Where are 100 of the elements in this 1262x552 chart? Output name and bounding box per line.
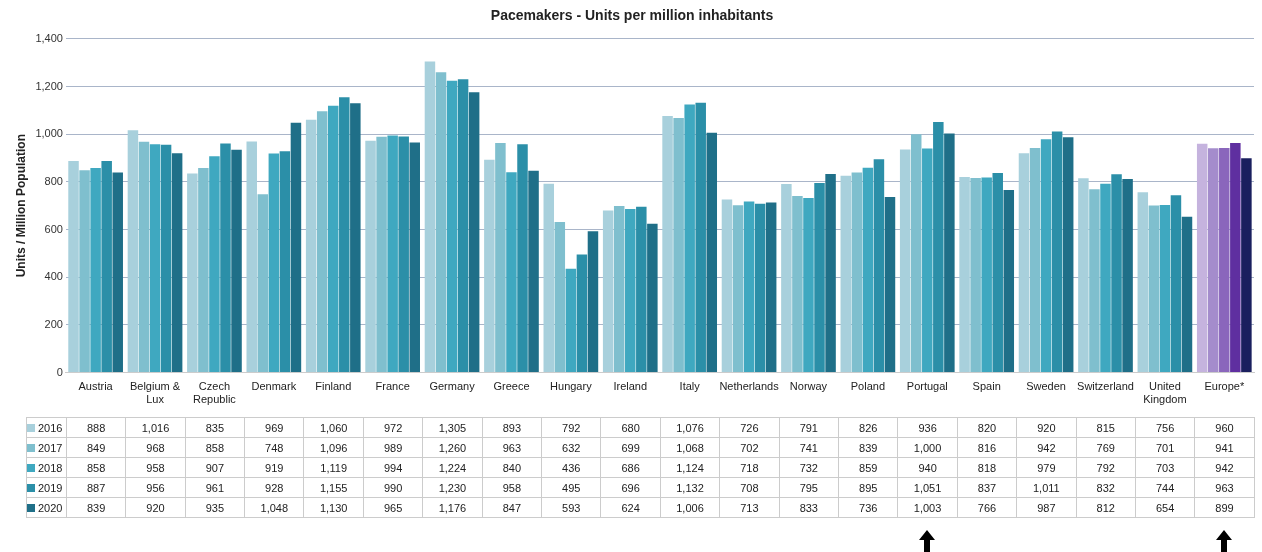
data-label: 703 [1135,457,1195,478]
data-label: 713 [719,497,780,518]
data-label: 849 [66,437,126,458]
y-tick-label: 800 [44,174,63,187]
data-label: 1,155 [303,477,364,498]
bar [647,223,658,373]
bar [1159,204,1171,373]
data-label: 936 [897,417,958,438]
data-label: 1,051 [897,477,958,498]
data-label: 839 [66,497,126,518]
data-label: 818 [957,457,1017,478]
data-label: 726 [719,417,780,438]
bar [365,140,376,373]
data-label: 833 [779,497,839,518]
data-label: 847 [482,497,542,518]
data-label: 1,068 [660,437,720,458]
bar [246,141,257,373]
data-label: 701 [1135,437,1195,458]
bar [721,199,733,373]
bar [1111,174,1122,373]
data-label: 1,260 [422,437,483,458]
bar [257,194,269,373]
bar [101,161,112,373]
data-label: 756 [1135,417,1195,438]
data-label: 968 [125,437,186,458]
data-label: 1,124 [660,457,720,478]
bar [662,116,673,373]
bar [981,177,992,373]
x-tick-label: Sweden [1026,380,1066,393]
data-label: 935 [185,497,245,518]
data-label: 920 [1016,417,1077,438]
data-label: 920 [125,497,186,518]
bar [1089,189,1100,373]
data-label: 958 [125,457,186,478]
data-label: 436 [541,457,601,478]
bar [220,143,231,373]
data-label: 736 [838,497,898,518]
data-label: 1,305 [422,417,483,438]
x-tick-label: Poland [850,380,886,393]
data-label: 840 [482,457,542,478]
bar [457,79,469,373]
bar [636,206,647,373]
data-label: 1,096 [303,437,364,458]
bar [149,144,161,373]
data-label: 686 [600,457,661,478]
data-label: 1,230 [422,477,483,498]
data-label: 1,006 [660,497,720,518]
y-axis-title: Units / Million Population [13,134,28,278]
data-label: 820 [957,417,1017,438]
bar [970,178,981,373]
bar [933,122,944,373]
bar [792,195,803,373]
data-label: 680 [600,417,661,438]
x-tick-label: Portugal [906,380,948,393]
x-tick-label: Germany [429,380,476,393]
data-label: 859 [838,457,898,478]
bar [1148,205,1160,373]
data-label: 1,176 [422,497,483,518]
bar [517,144,528,373]
legend-label: 2016 [26,417,67,438]
bar [187,173,198,373]
data-label: 741 [779,437,839,458]
bar [90,168,101,373]
bar [1040,139,1052,373]
x-tick-label: Italy [679,380,701,393]
data-label: 1,076 [660,417,720,438]
bar [1170,195,1182,373]
data-label: 928 [244,477,304,498]
data-label: 858 [185,437,245,458]
data-label: 696 [600,477,661,498]
bar [398,136,409,373]
bar [468,92,480,373]
data-label: 979 [1016,457,1077,478]
bar [992,173,1003,373]
bar [899,149,911,373]
data-label: 942 [1016,437,1077,458]
y-tick-label: 400 [44,270,63,283]
bar [732,205,744,373]
data-label: 732 [779,457,839,478]
data-label: 958 [482,477,542,498]
bar [290,122,302,373]
data-label: 816 [957,437,1017,458]
data-label: 593 [541,497,601,518]
data-label: 888 [66,417,126,438]
bar [1181,216,1193,373]
data-label: 654 [1135,497,1195,518]
data-label: 858 [66,457,126,478]
data-label: 1,011 [1016,477,1077,498]
data-label: 941 [1194,437,1255,458]
bar [673,117,684,373]
bar [1196,143,1208,373]
bar [112,172,123,373]
legend-label: 2020 [26,497,67,518]
data-label: 1,224 [422,457,483,478]
y-tick-label: 1,200 [35,79,63,92]
x-tick-label: Belgium & Lux [129,380,181,406]
x-tick-label: Switzerland [1077,380,1134,393]
bar [543,183,555,373]
data-label: 1,000 [897,437,958,458]
bar [316,111,328,373]
